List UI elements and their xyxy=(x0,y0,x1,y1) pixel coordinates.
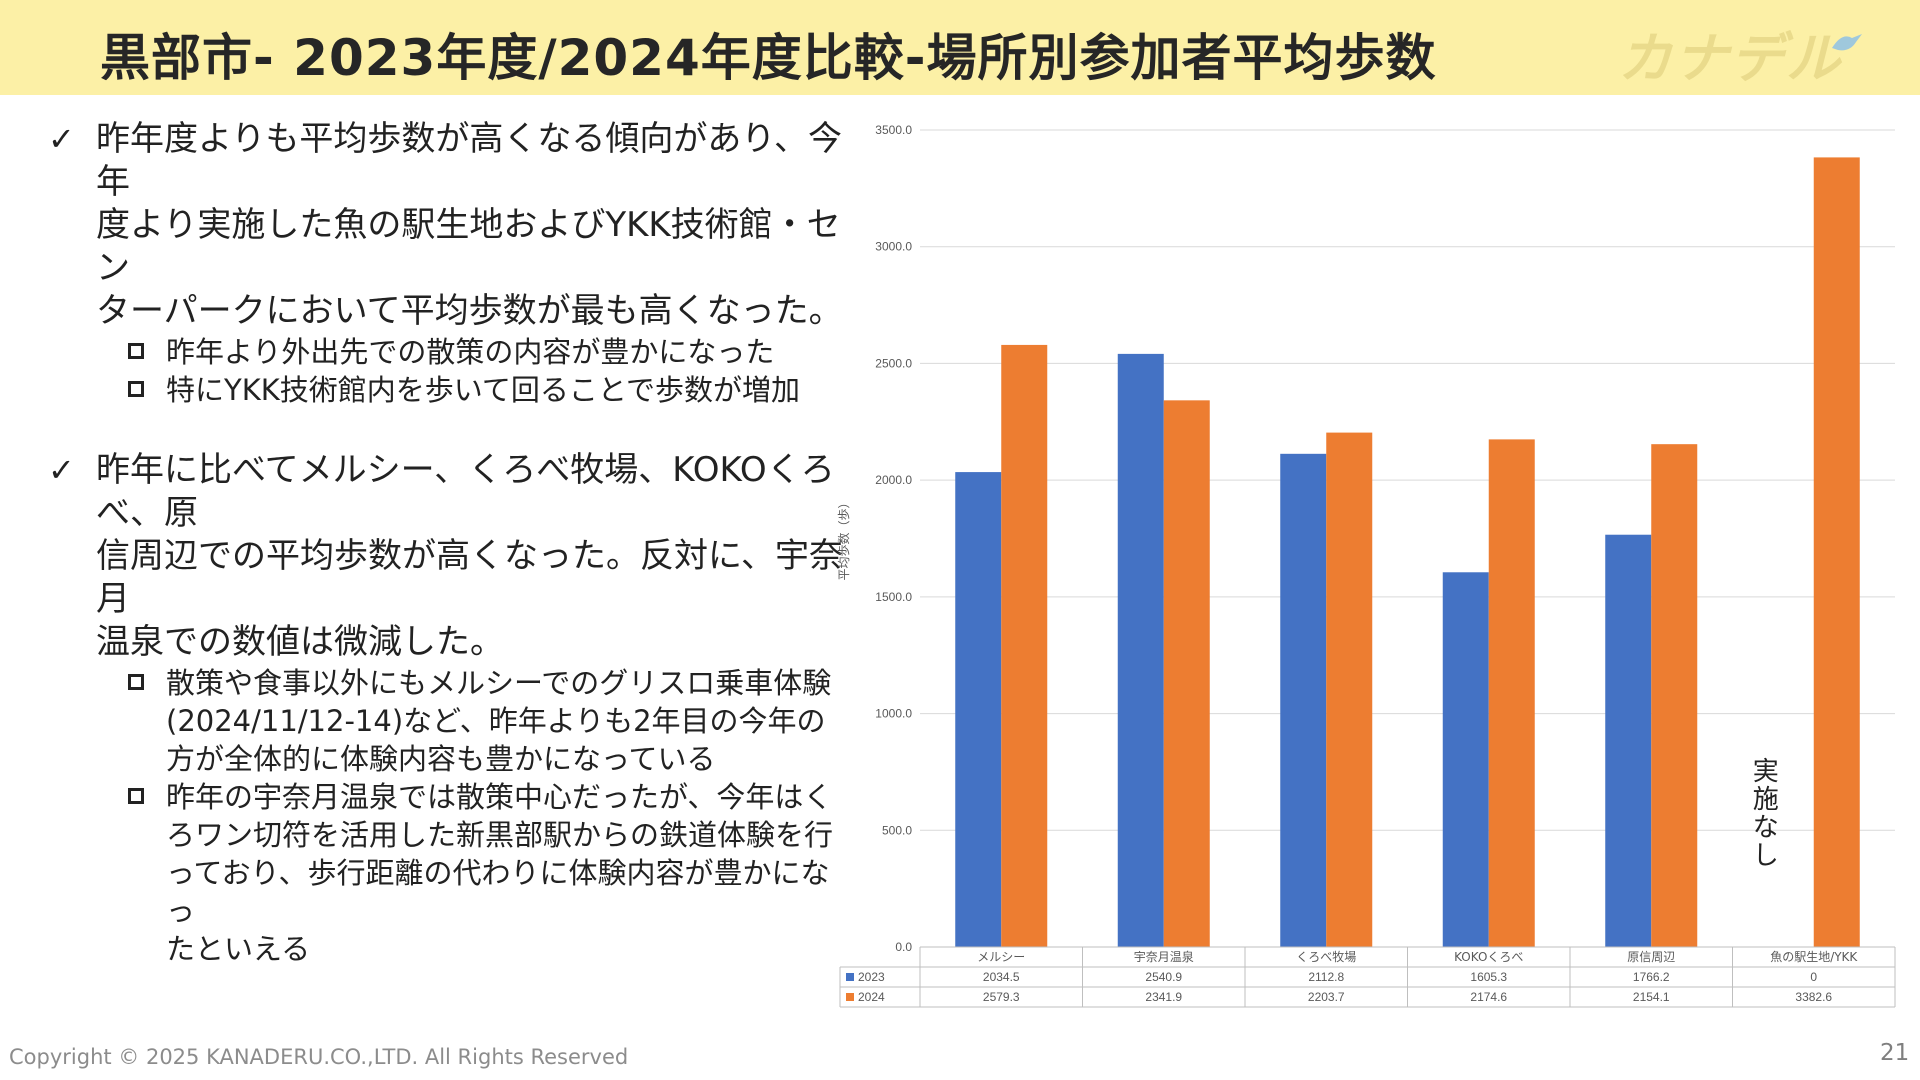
sub-bullet-item: 昨年の宇奈月温泉では散策中心だったが、今年はく ろワン切符を活用した新黒部駅からの… xyxy=(48,778,848,968)
category-label: 原信周辺 xyxy=(1627,950,1675,964)
y-axis-label: 平均歩数（歩） xyxy=(836,496,851,580)
category-label: くろべ牧場 xyxy=(1296,950,1356,964)
bullet-item: ✓ 昨年度よりも平均歩数が高くなる傾向があり、今年 度より実施した魚の駅生地およびY… xyxy=(48,118,848,333)
sub-bullet-item: 昨年より外出先での散策の内容が豊かになった xyxy=(48,333,848,371)
square-bullet-icon xyxy=(128,788,144,804)
data-label: 2579.3 xyxy=(983,990,1020,1004)
bar-2024 xyxy=(1001,344,1048,947)
annotation-char: し xyxy=(1753,841,1779,871)
sub-bullet-text-line: 方が全体的に体験内容も豊かになっている xyxy=(166,742,716,776)
bird-icon xyxy=(1832,34,1862,51)
data-label: 2341.9 xyxy=(1145,990,1182,1004)
data-label: 2174.6 xyxy=(1470,990,1507,1004)
sub-bullet-item: 散策や食事以外にもメルシーでのグリスロ乗車体験 (2024/11/12-14)など… xyxy=(48,664,848,778)
y-tick-label: 3000.0 xyxy=(875,240,912,254)
sub-bullet-text-line: たといえる xyxy=(166,932,311,966)
legend-label: 2023 xyxy=(858,970,885,984)
legend-label: 2024 xyxy=(858,990,885,1004)
category-label: 魚の駅生地/YKK xyxy=(1770,950,1858,964)
legend-swatch-2023 xyxy=(846,973,854,981)
data-label: 2540.9 xyxy=(1145,970,1182,984)
bar-chart: 0.0 500.0 1000.0 1500.0 2000.0 2500.0 3000.0 35… xyxy=(836,123,1896,1008)
square-bullet-icon xyxy=(128,674,144,690)
square-bullet-icon xyxy=(128,381,144,397)
sub-bullet-text-line: (2024/11/12-14)など、昨年よりも2年目の今年の xyxy=(166,704,826,738)
bullet-text-line: ターパークにおいて平均歩数が最も高くなった。 xyxy=(96,291,843,331)
legend-swatch-2024 xyxy=(846,993,854,1001)
bar-2023 xyxy=(1280,453,1327,947)
sub-bullet-text-line: っており、歩行距離の代わりに体験内容が豊かになっ xyxy=(166,856,830,928)
data-label: 2203.7 xyxy=(1308,990,1345,1004)
bar-2023 xyxy=(1605,534,1652,947)
y-tick-label: 3500.0 xyxy=(875,123,912,137)
page-number: 21 xyxy=(1880,1040,1910,1066)
square-bullet-icon xyxy=(128,343,144,359)
logo: カナデル xyxy=(1618,27,1842,90)
y-tick-label: 0.0 xyxy=(895,940,912,954)
data-label: 1605.3 xyxy=(1470,970,1507,984)
bullet-item: ✓ 昨年に比べてメルシー、くろべ牧場、KOKOくろべ、原 信周辺での平均歩数が高くな… xyxy=(48,449,848,664)
sub-bullet-text-line: 昨年より外出先での散策の内容が豊かになった xyxy=(166,335,775,369)
data-label: 2154.1 xyxy=(1633,990,1670,1004)
sub-bullet-text-line: 昨年の宇奈月温泉では散策中心だったが、今年はく xyxy=(166,780,833,814)
title-bar: 黒部市- 2023年度/2024年度比較-場所別参加者平均歩数 カナデル xyxy=(0,0,1920,95)
sub-bullet-text-line: 散策や食事以外にもメルシーでのグリスロ乗車体験 xyxy=(166,666,832,700)
annotation-char: な xyxy=(1753,813,1779,843)
data-label: 1766.2 xyxy=(1633,970,1670,984)
data-label: 2034.5 xyxy=(983,970,1020,984)
bar-2024 xyxy=(1488,439,1535,947)
y-tick-label: 2500.0 xyxy=(875,356,912,370)
sub-bullet-text-line: ろワン切符を活用した新黒部駅からの鉄道体験を行 xyxy=(166,818,834,852)
y-tick-label: 1000.0 xyxy=(875,707,912,721)
copyright: Copyright © 2025 KANADERU.CO.,LTD. All R… xyxy=(9,1045,629,1069)
check-icon: ✓ xyxy=(48,120,75,158)
bar-2023 xyxy=(1117,353,1164,947)
check-icon: ✓ xyxy=(48,451,75,489)
data-label: 2112.8 xyxy=(1308,970,1344,984)
category-label: 宇奈月温泉 xyxy=(1134,950,1194,964)
y-tick-label: 500.0 xyxy=(882,823,912,837)
y-tick-label: 1500.0 xyxy=(875,590,912,604)
bullet-text-line: 昨年度よりも平均歩数が高くなる傾向があり、今年 xyxy=(96,119,842,202)
bullet-text-line: 温泉での数値は微減した。 xyxy=(96,622,504,662)
category-label: メルシー xyxy=(977,950,1025,964)
page-title: 黒部市- 2023年度/2024年度比較-場所別参加者平均歩数 xyxy=(100,29,1437,87)
bullet-text-line: 度より実施した魚の駅生地およびYKK技術館・セン xyxy=(96,205,841,288)
bar-2023 xyxy=(1442,572,1489,947)
annotation-char: 実 xyxy=(1753,757,1779,787)
category-label: KOKOくろべ xyxy=(1454,950,1523,964)
y-tick-label: 2000.0 xyxy=(875,473,912,487)
sub-bullet-item: 特にYKK技術館内を歩いて回ることで歩数が増加 xyxy=(48,371,848,409)
data-label: 3382.6 xyxy=(1795,990,1832,1004)
annotation-char: 施 xyxy=(1753,785,1779,815)
bullet-text-line: 信周辺での平均歩数が高くなった。反対に、宇奈月 xyxy=(96,536,843,619)
bar-2023 xyxy=(955,472,1002,947)
bar-2024 xyxy=(1813,157,1860,947)
data-label: 0 xyxy=(1810,970,1817,984)
bar-2024 xyxy=(1651,444,1698,947)
bullet-list: ✓ 昨年度よりも平均歩数が高くなる傾向があり、今年 度より実施した魚の駅生地およびY… xyxy=(48,118,848,968)
bullet-text-line: 昨年に比べてメルシー、くろべ牧場、KOKOくろべ、原 xyxy=(96,450,835,533)
bar-2024 xyxy=(1326,432,1373,947)
sub-bullet-text-line: 特にYKK技術館内を歩いて回ることで歩数が増加 xyxy=(166,373,801,407)
bar-2024 xyxy=(1163,400,1210,947)
